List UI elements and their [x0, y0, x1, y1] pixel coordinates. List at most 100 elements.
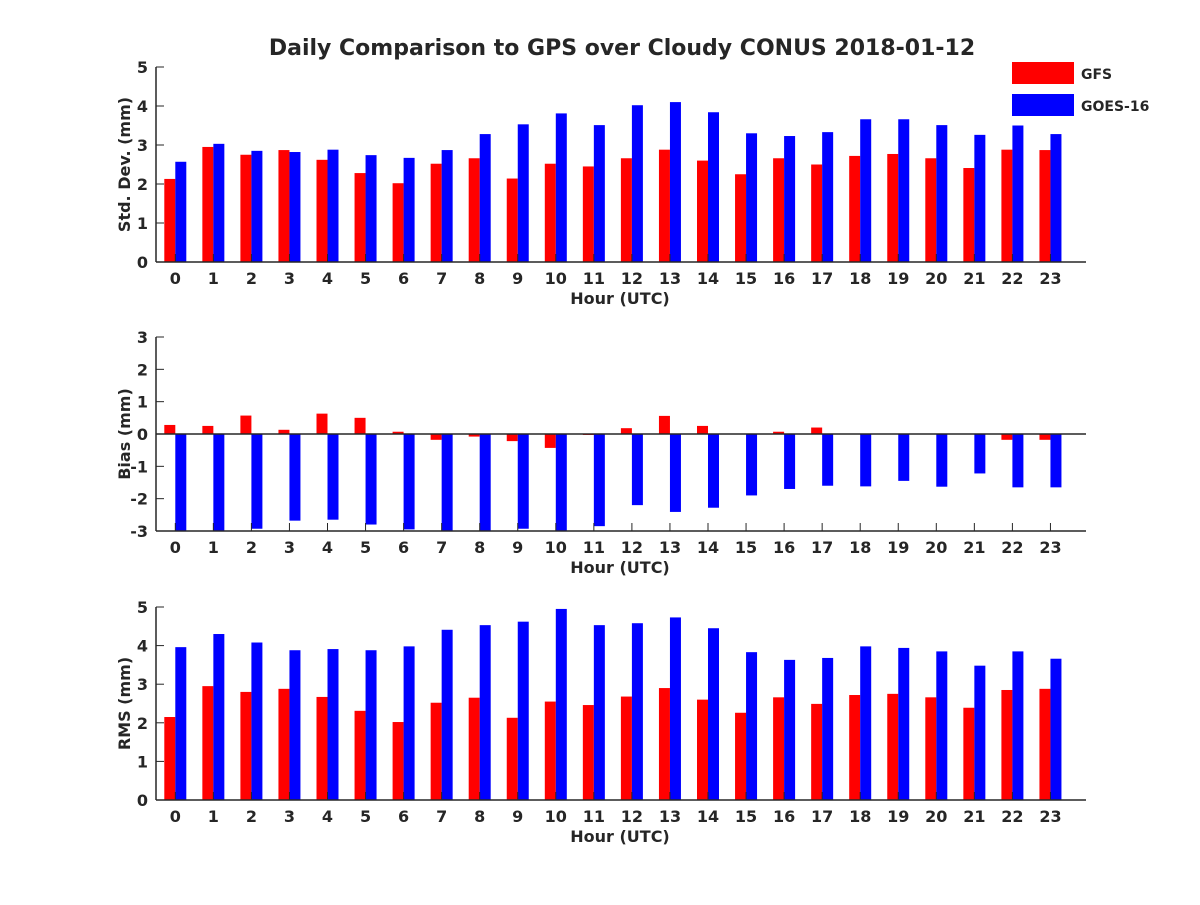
chart-title: Daily Comparison to GPS over Cloudy CONU… [269, 36, 975, 61]
y-tick-label: 4 [137, 637, 148, 656]
bar-goes-16-9 [518, 124, 529, 262]
bar-goes-16-12 [632, 623, 643, 800]
bar-gfs-17 [811, 428, 822, 434]
y-tick-label: 2 [137, 714, 148, 733]
x-tick-label: 1 [208, 807, 219, 826]
bar-goes-16-15 [746, 133, 757, 262]
bar-goes-16-6 [404, 158, 415, 262]
bar-gfs-8 [469, 158, 480, 262]
x-tick-label: 13 [659, 807, 681, 826]
x-tick-label: 23 [1039, 269, 1061, 288]
bar-goes-16-4 [328, 649, 339, 800]
x-tick-label: 11 [583, 807, 605, 826]
x-tick-label: 21 [963, 807, 985, 826]
bar-goes-16-6 [404, 646, 415, 800]
bar-goes-16-0 [175, 162, 186, 262]
legend-label-gfs: GFS [1081, 67, 1112, 83]
bar-goes-16-21 [974, 434, 985, 473]
legend: GFS GOES-16 [1012, 62, 1149, 116]
x-tick-label: 6 [398, 538, 409, 557]
bar-gfs-4 [317, 414, 328, 434]
bar-gfs-2 [240, 416, 251, 434]
bar-goes-16-6 [404, 434, 415, 529]
x-tick-label: 17 [811, 807, 833, 826]
bar-goes-16-2 [251, 434, 262, 529]
bar-goes-16-15 [746, 652, 757, 800]
bar-gfs-11 [583, 166, 594, 262]
bar-goes-16-21 [974, 135, 985, 262]
y-tick-label: 1 [137, 752, 148, 771]
x-tick-label: 10 [545, 807, 567, 826]
bar-goes-16-7 [442, 434, 453, 531]
x-tick-label: 2 [246, 538, 257, 557]
x-tick-label: 20 [925, 538, 947, 557]
x-tick-label: 21 [963, 269, 985, 288]
bar-gfs-0 [164, 179, 175, 262]
bar-gfs-13 [659, 150, 670, 262]
bar-gfs-8 [469, 698, 480, 800]
bar-goes-16-8 [480, 134, 491, 262]
x-tick-label: 16 [773, 269, 795, 288]
bar-goes-16-11 [594, 625, 605, 800]
bar-gfs-2 [240, 692, 251, 800]
bar-gfs-7 [431, 434, 442, 440]
bar-goes-16-13 [670, 102, 681, 262]
x-tick-label: 7 [436, 807, 447, 826]
x-tick-label: 9 [512, 538, 523, 557]
legend-swatch-goes-16 [1012, 94, 1074, 116]
x-tick-label: 2 [246, 807, 257, 826]
y-axis-label: Std. Dev. (mm) [115, 97, 134, 232]
x-tick-label: 7 [436, 538, 447, 557]
bar-gfs-0 [164, 425, 175, 434]
x-tick-label: 20 [925, 807, 947, 826]
bar-gfs-17 [811, 704, 822, 800]
bar-gfs-16 [773, 158, 784, 262]
x-tick-label: 15 [735, 807, 757, 826]
x-tick-label: 18 [849, 807, 871, 826]
bar-gfs-16 [773, 697, 784, 800]
bar-goes-16-12 [632, 105, 643, 262]
bar-gfs-7 [431, 164, 442, 262]
bar-gfs-15 [735, 174, 746, 262]
x-tick-label: 14 [697, 807, 719, 826]
x-tick-label: 11 [583, 538, 605, 557]
x-axis-label: Hour (UTC) [570, 289, 670, 308]
y-tick-label: 1 [137, 393, 148, 412]
bar-gfs-7 [431, 703, 442, 800]
bar-gfs-19 [887, 694, 898, 800]
x-tick-label: 16 [773, 807, 795, 826]
bar-goes-16-10 [556, 609, 567, 800]
x-tick-label: 1 [208, 538, 219, 557]
bar-goes-16-16 [784, 660, 795, 800]
bar-gfs-13 [659, 688, 670, 800]
bar-gfs-12 [621, 697, 632, 800]
bar-gfs-22 [1001, 434, 1012, 440]
x-tick-label: 16 [773, 538, 795, 557]
bar-goes-16-13 [670, 617, 681, 800]
bar-goes-16-23 [1050, 134, 1061, 262]
bar-goes-16-5 [366, 434, 377, 525]
bar-gfs-21 [963, 168, 974, 262]
bar-goes-16-16 [784, 434, 795, 489]
x-tick-label: 0 [170, 269, 181, 288]
y-tick-label: 4 [137, 97, 148, 116]
x-tick-label: 8 [474, 269, 485, 288]
x-tick-label: 12 [621, 807, 643, 826]
bar-goes-16-8 [480, 625, 491, 800]
bar-goes-16-20 [936, 434, 947, 487]
bar-goes-16-23 [1050, 434, 1061, 487]
x-tick-label: 10 [545, 269, 567, 288]
y-tick-label: -2 [130, 490, 148, 509]
bar-goes-16-17 [822, 434, 833, 486]
bar-goes-16-0 [175, 434, 186, 531]
y-axis-label: RMS (mm) [115, 657, 134, 750]
bar-goes-16-18 [860, 646, 871, 800]
bar-goes-16-14 [708, 112, 719, 262]
legend-label-goes-16: GOES-16 [1081, 99, 1149, 115]
bar-gfs-3 [278, 689, 289, 800]
x-tick-label: 10 [545, 538, 567, 557]
